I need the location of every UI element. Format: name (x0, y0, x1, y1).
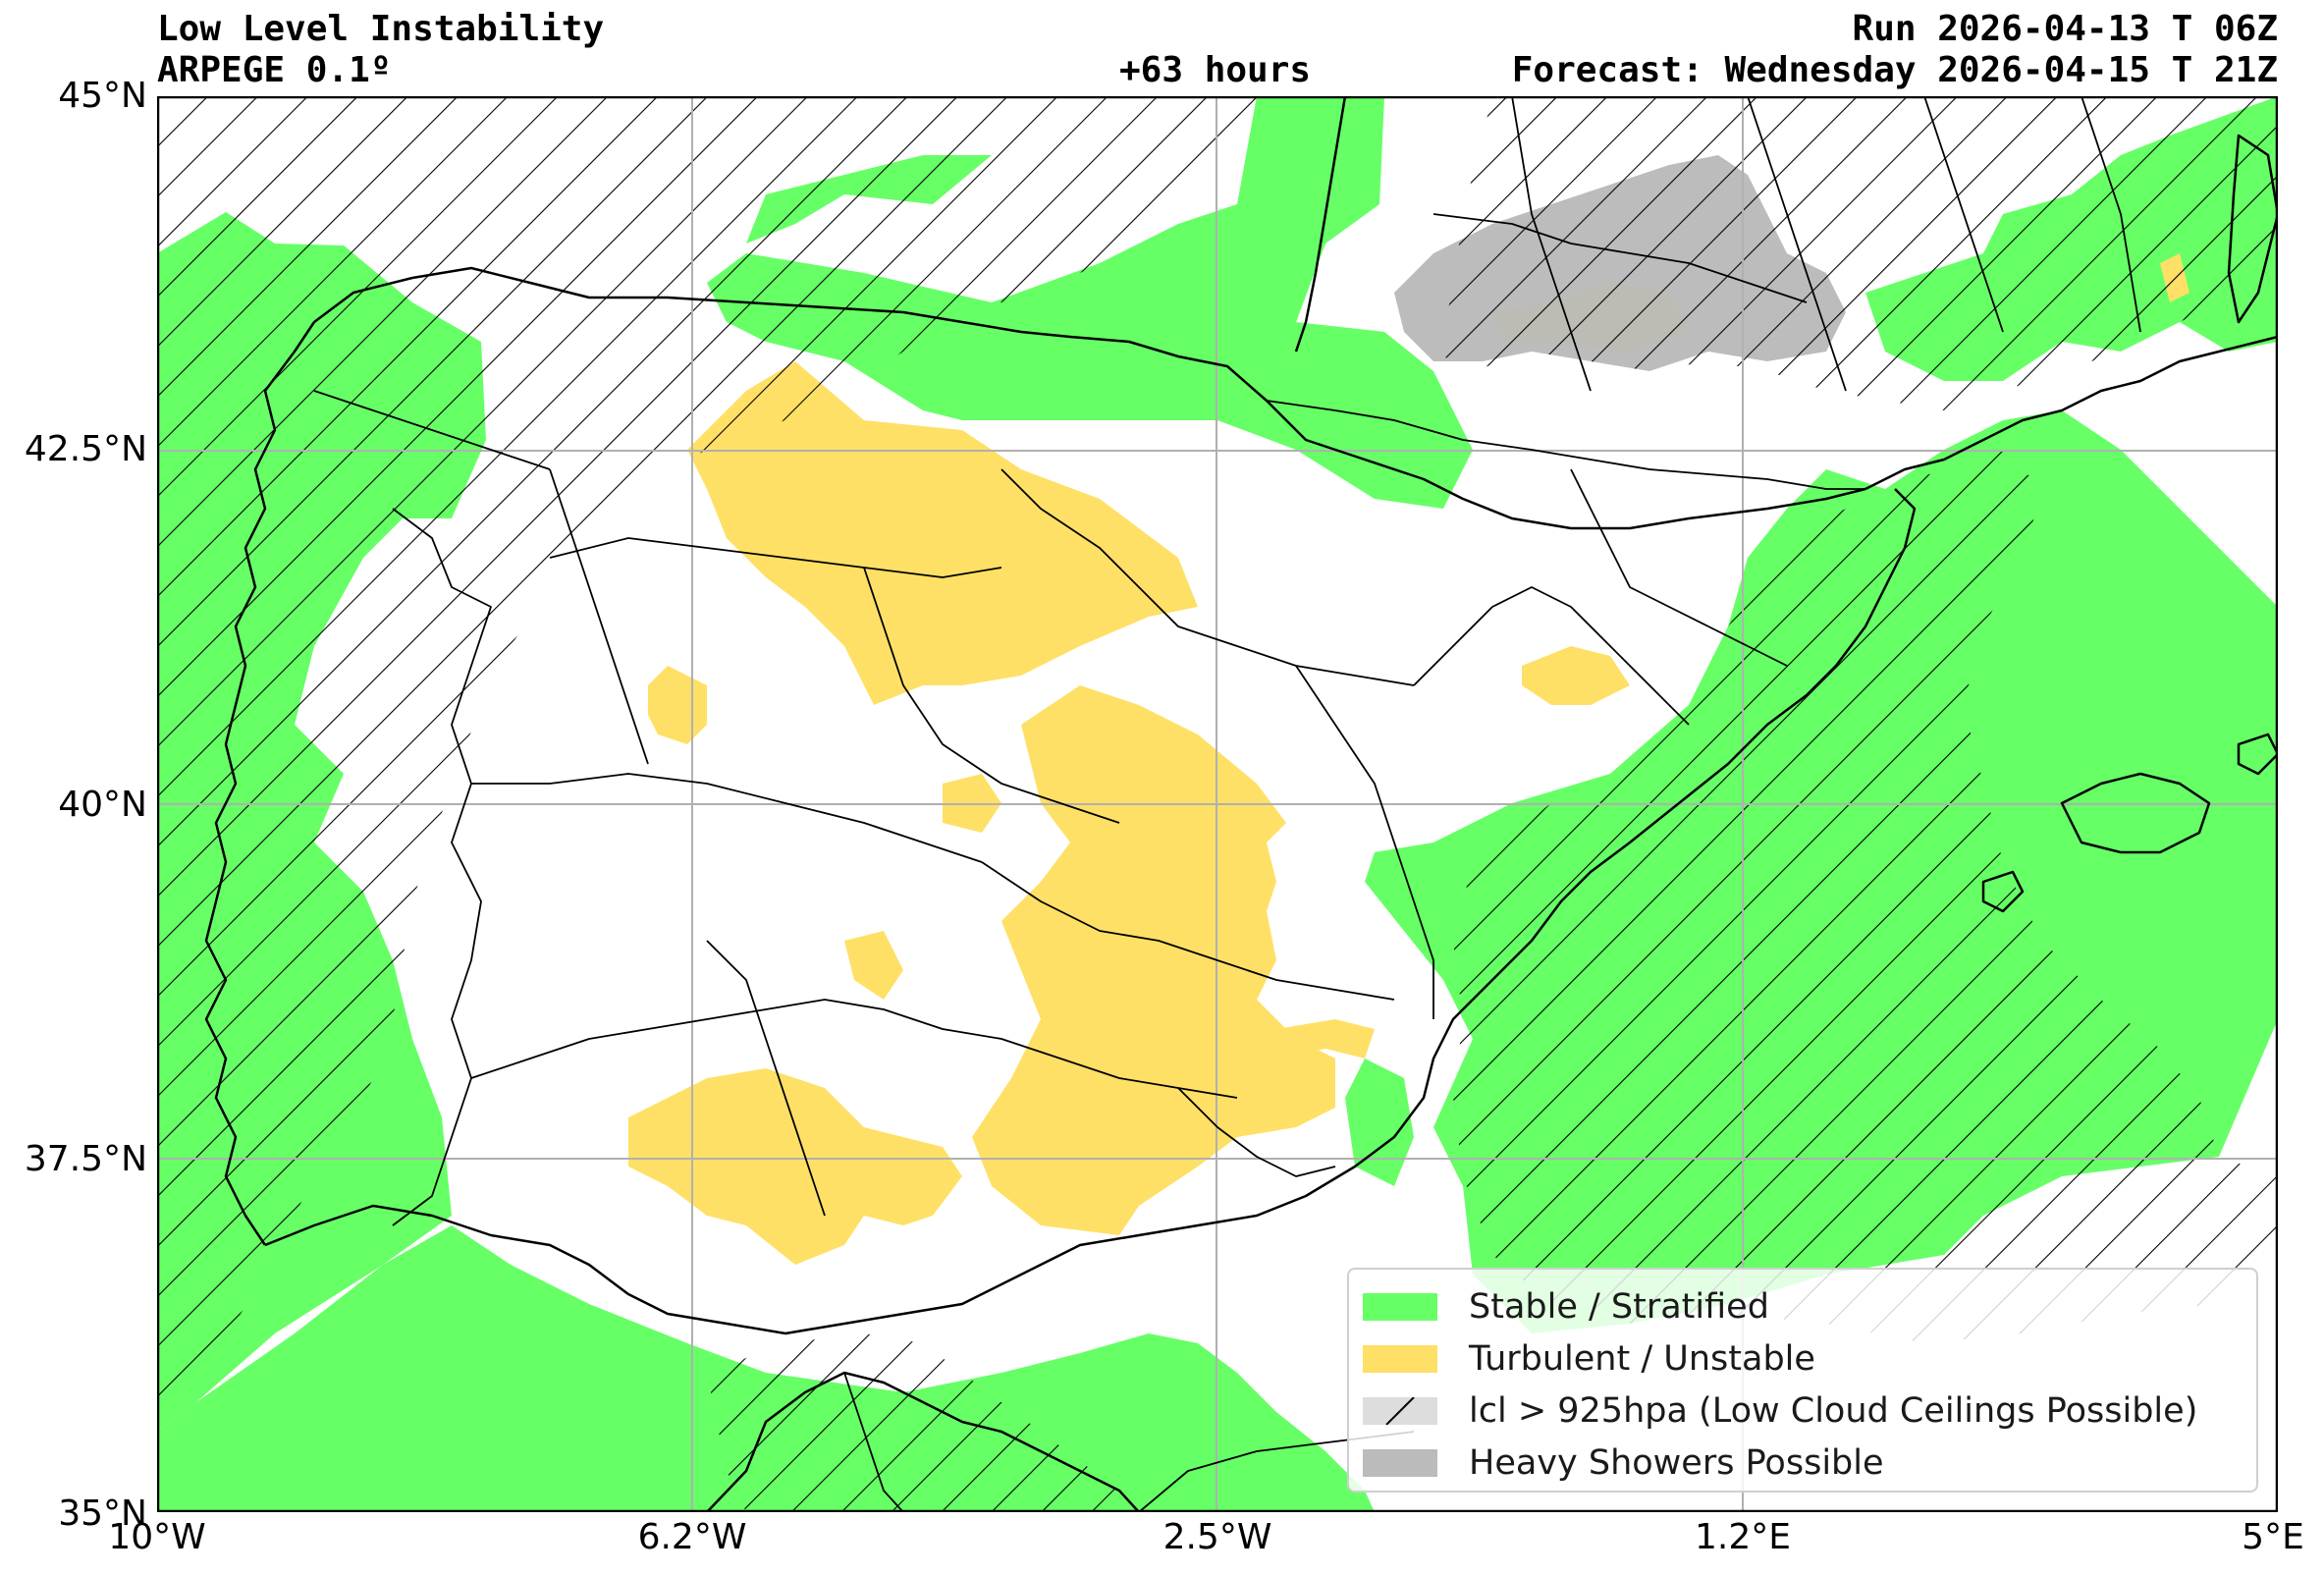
region-valencia (1295, 665, 1434, 1019)
region-extremadura (471, 773, 983, 863)
border-morocco (843, 1372, 904, 1512)
lon-tick-1-2e: 1.2°E (1695, 1517, 1791, 1557)
hatch-northeast (1433, 96, 2278, 410)
legend-label-showers: Heavy Showers Possible (1469, 1443, 1884, 1483)
region-france-4 (1923, 96, 2004, 333)
turbulent-murcia (1276, 1019, 1375, 1059)
showers-swatch (1363, 1449, 1437, 1477)
region-ebro (1000, 468, 1415, 686)
lon-tick-5e: 5°E (2242, 1517, 2304, 1557)
lat-tick-45: 45°N (58, 76, 147, 116)
coast-ibiza (1981, 870, 2025, 913)
coast-mallorca (2060, 772, 2211, 854)
stable-cantabrian (707, 96, 1473, 509)
lead-time: +63 hours (1119, 50, 1312, 90)
coast-iberia-south (264, 488, 1917, 1335)
turbulent-areas (628, 253, 2189, 1265)
region-galicia (313, 390, 551, 470)
stable-swatch (1363, 1293, 1437, 1321)
turbulent-central (972, 685, 1335, 1235)
forecast-time: Forecast: Wednesday 2026-04-15 T 21Z (1511, 50, 2278, 90)
lat-tick-40: 40°N (58, 785, 147, 825)
border-pyrenees (1266, 400, 1865, 490)
turbulent-castilla-north (687, 361, 1198, 705)
stable-alboran (157, 1225, 1375, 1512)
region-madrid (863, 567, 1120, 824)
hatch-south (707, 1333, 1139, 1512)
legend-label-lcl: lcl > 925hpa (Low Cloud Ceilings Possibl… (1469, 1391, 2198, 1431)
run-time: Run 2026-04-13 T 06Z (1852, 9, 2278, 49)
instability-map (157, 96, 2278, 1512)
lat-tick-35: 35°N (58, 1494, 147, 1534)
hatch-swatch (1363, 1397, 1437, 1425)
region-castilla (549, 537, 1002, 578)
turbulent-aragon (1522, 646, 1630, 705)
region-catalonia (1570, 468, 1788, 667)
region-la-mancha (981, 861, 1395, 1001)
model-label: ARPEGE 0.1º (157, 50, 392, 90)
hatch-balearic-sea (1453, 450, 2278, 1343)
coast-north-africa (706, 1371, 1140, 1512)
region-france-5 (2081, 96, 2141, 333)
coast-gulf-lion (1865, 335, 2278, 491)
border-portugal (392, 508, 492, 1226)
lon-tick-10w: 10°W (108, 1517, 206, 1557)
borders (313, 96, 2141, 1512)
region-murcia (1177, 1087, 1336, 1177)
lat-tick-37-5: 37.5°N (24, 1139, 147, 1179)
turbulent-swatch (1363, 1345, 1437, 1373)
region-leon (549, 468, 649, 765)
lon-tick-6-2w: 6.2°W (637, 1517, 747, 1557)
region-france-3 (1747, 96, 1847, 392)
lon-tick-2-5w: 2.5°W (1162, 1517, 1272, 1557)
map-frame (157, 96, 2278, 1512)
lat-tick-42-5: 42.5°N (24, 429, 147, 469)
coast-france-west (1294, 96, 1347, 353)
turbulent-andalucia (628, 1068, 962, 1265)
legend-label-stable: Stable / Stratified (1469, 1287, 1769, 1327)
coast-iberia-west (204, 321, 316, 1246)
map-title: Low Level Instability (157, 9, 605, 49)
region-andalucia (470, 999, 1238, 1099)
region-south-inner (706, 940, 826, 1217)
turbulent-jaen (844, 931, 903, 1000)
region-aragon (1413, 586, 1690, 726)
region-france-1 (1432, 213, 1808, 303)
coast-menorca (2237, 733, 2278, 776)
coast-corsica (2227, 134, 2278, 324)
legend: Stable / Stratified Turbulent / Unstable… (1347, 1268, 2258, 1493)
region-france-2 (1511, 96, 1592, 392)
legend-label-turbulent: Turbulent / Unstable (1469, 1339, 1815, 1379)
stable-levante-patch (1345, 1059, 1414, 1186)
